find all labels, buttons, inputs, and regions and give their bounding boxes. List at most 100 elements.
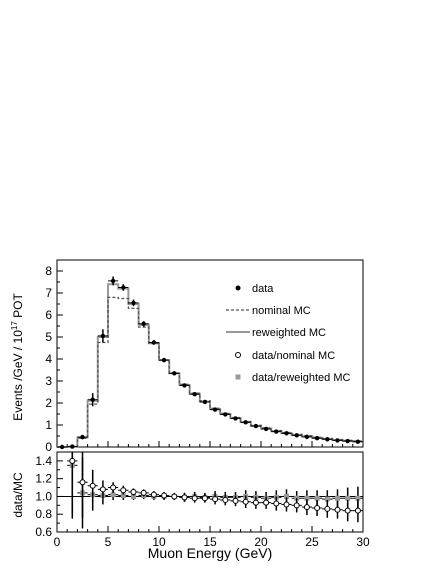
ratio-point-nominal: [303, 504, 310, 511]
ratio-point-nominal: [324, 505, 331, 512]
main-panel: 0 1 2 3 4 5 6 7 8: [45, 259, 364, 454]
ratio-y-tick-label: 0.8: [35, 507, 52, 521]
legend-label: nominal MC: [252, 305, 311, 317]
data-point: [59, 444, 65, 450]
data-point: [335, 438, 340, 443]
legend-marker-data: [235, 285, 241, 291]
ratio-point-nominal: [79, 479, 86, 486]
ratio-point-nominal: [140, 489, 147, 496]
y-tick-label: 0: [45, 440, 52, 454]
x-tick-label: 0: [54, 535, 61, 549]
x-tick-label: 5: [105, 535, 112, 549]
legend: data nominal MC reweighted MC data/nominal …: [226, 283, 350, 384]
ratio-y-tick-label: 1.2: [35, 472, 52, 486]
y-tick-label: 2: [45, 396, 52, 410]
legend-label: data/nominal MC: [252, 350, 335, 362]
ratio-point-nominal: [69, 457, 76, 464]
ratio-point-nominal: [89, 482, 96, 489]
data-point: [90, 397, 95, 402]
ratio-point-nominal: [120, 487, 127, 494]
ratio-point-reweighted: [324, 496, 330, 502]
ratio-point-nominal: [334, 506, 341, 513]
ratio-point-nominal: [263, 499, 270, 506]
data-point: [212, 407, 218, 412]
legend-label: data/reweighted MC: [252, 372, 350, 384]
ratio-point-nominal: [110, 484, 117, 491]
data-point: [325, 437, 330, 442]
ratio-point-nominal: [232, 497, 239, 504]
series-reweighted-mc: [57, 283, 363, 448]
ratio-point-reweighted: [335, 495, 340, 501]
ratio-panel: 0 5 10 15 20 25 30 0.6 0.8 1.0 1.2 1.4: [35, 451, 370, 549]
ratio-point-nominal: [222, 497, 229, 503]
legend-label: data: [252, 283, 274, 295]
ratio-point-nominal: [273, 500, 280, 507]
y-tick-label: 6: [45, 308, 52, 322]
ratio-point-nominal: [212, 496, 219, 503]
data-point: [182, 383, 187, 388]
data-point: [294, 433, 299, 438]
ratio-point-nominal: [181, 494, 188, 501]
data-point: [355, 439, 361, 444]
data-point: [141, 321, 146, 326]
data-point: [243, 420, 248, 425]
data-point: [121, 285, 126, 290]
data-point: [172, 371, 177, 376]
y-tick-label: 5: [45, 330, 52, 344]
ratio-point-nominal: [252, 499, 259, 506]
ratio-point-nominal: [191, 495, 198, 502]
ratio-point-reweighted: [120, 493, 126, 499]
ratio-point-nominal: [161, 492, 168, 499]
data-point: [192, 392, 197, 397]
data-point: [274, 429, 279, 434]
ratio-y-tick-label: 1.4: [35, 454, 52, 468]
ratio-y-axis-label: data/MC: [11, 472, 25, 518]
ratio-point-nominal: [99, 486, 106, 493]
ratio-y-tick-label: 1.0: [35, 489, 52, 503]
data-point: [253, 423, 259, 429]
ratio-point-nominal: [150, 491, 157, 498]
ratio-y-tick-label: 0.6: [35, 525, 52, 539]
x-tick-label: 25: [305, 535, 319, 549]
legend-marker-data-nominal: [235, 352, 241, 358]
data-point: [70, 444, 75, 449]
ratio-point-nominal: [171, 493, 178, 500]
x-tick-label: 10: [152, 535, 166, 549]
data-point: [223, 412, 228, 417]
data-point: [80, 434, 85, 440]
ratio-point-reweighted: [304, 495, 310, 501]
x-tick-label: 30: [356, 535, 370, 549]
ratio-point-nominal: [354, 507, 361, 514]
data-point: [131, 300, 136, 306]
ratio-point-nominal: [344, 507, 351, 514]
data-point: [202, 399, 208, 405]
x-axis-label: Muon Energy (GeV): [148, 545, 273, 561]
ratio-point-nominal: [293, 502, 300, 509]
y-tick-label: 4: [45, 352, 52, 366]
ratio-point-reweighted: [131, 493, 136, 499]
y-tick-label: 3: [45, 374, 52, 388]
data-point: [314, 436, 320, 441]
ratio-point-nominal: [201, 495, 208, 502]
y-tick-label: 1: [45, 418, 52, 432]
ratio-point-reweighted: [314, 495, 320, 501]
ratio-point-nominal: [130, 489, 137, 495]
data-point: [284, 431, 289, 436]
data-point: [233, 416, 238, 421]
data-point: [110, 278, 116, 284]
data-point: [345, 438, 350, 444]
data-point: [263, 426, 269, 432]
legend-marker-data-reweighted: [235, 374, 241, 380]
ratio-point-reweighted: [110, 492, 116, 498]
x-tick-label: 15: [203, 535, 217, 549]
legend-label: reweighted MC: [252, 327, 326, 339]
x-tick-label: 20: [254, 535, 268, 549]
series-nominal-mc: [57, 296, 363, 448]
ratio-point-nominal: [242, 498, 249, 505]
y-tick-label: 8: [45, 264, 52, 278]
data-point: [100, 333, 106, 339]
ratio-point-reweighted: [284, 493, 289, 499]
ratio-point-reweighted: [355, 495, 361, 501]
